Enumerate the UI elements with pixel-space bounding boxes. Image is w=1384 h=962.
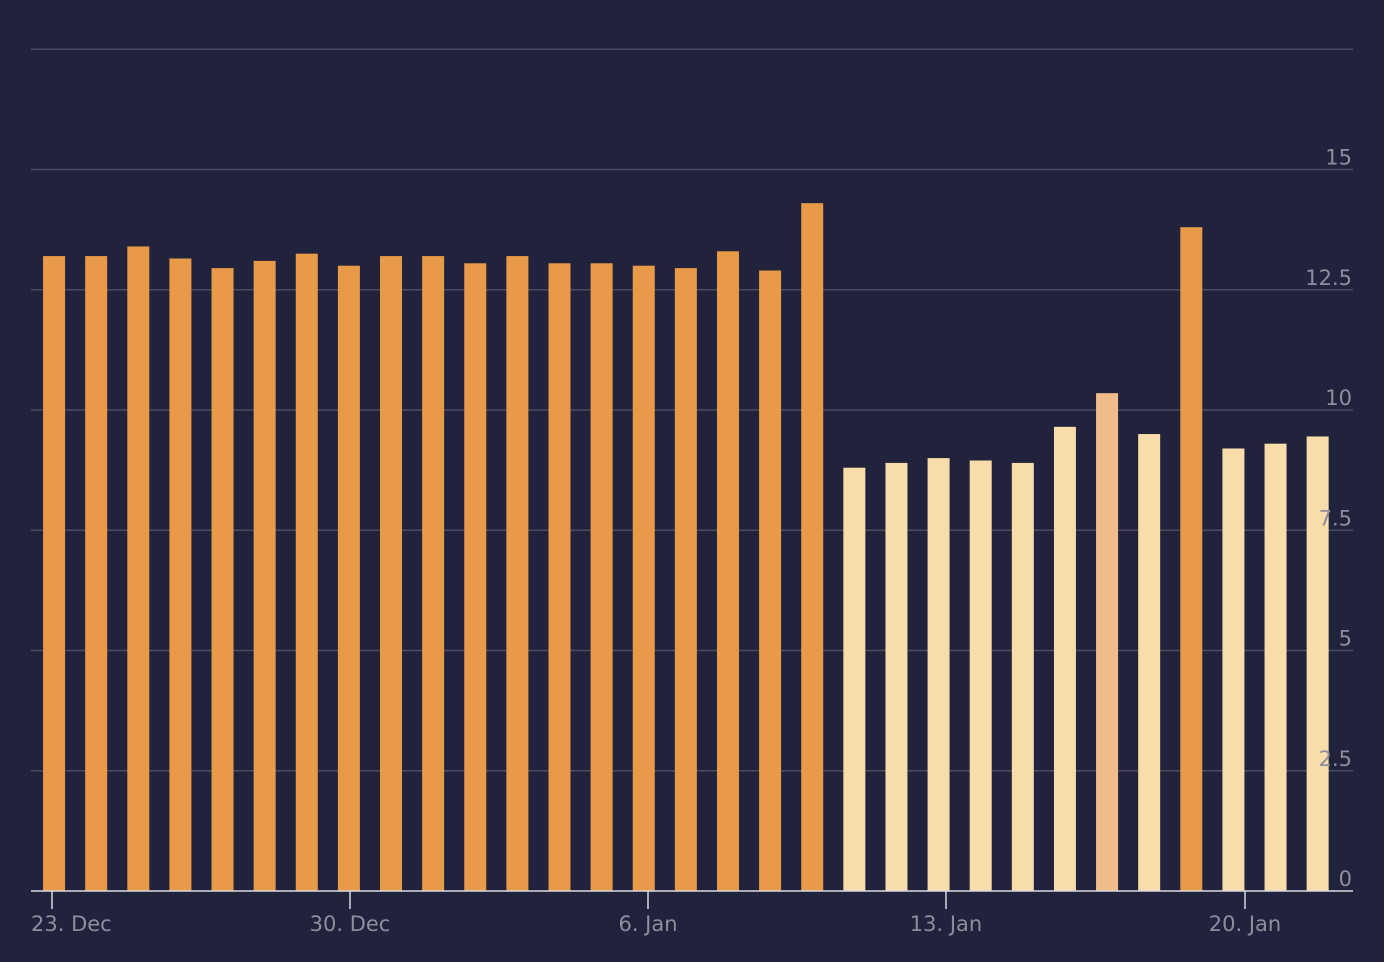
x-axis: 23. Dec 30. Dec 6. Jan 13. Jan 20. Jan [31,890,1353,936]
bar-18-jan[interactable] [1138,434,1161,891]
bar-20-jan[interactable] [1222,448,1245,891]
y-tick-label: 7.5 [1319,506,1352,530]
y-tick-label: 2.5 [1319,747,1352,771]
bar-29-dec[interactable] [295,253,318,892]
x-tick-label: 6. Jan [618,912,677,936]
bar-8-jan[interactable] [716,251,739,891]
bar-31-dec[interactable] [380,256,403,892]
y-tick-label: 12.5 [1305,266,1352,290]
bar-5-jan[interactable] [590,263,613,891]
x-tick-label: 23. Dec [31,912,112,936]
bar-13-jan[interactable] [927,458,950,891]
x-tick-label: 30. Dec [310,912,391,936]
x-tick-label: 20. Jan [1209,912,1281,936]
bar-26-dec[interactable] [169,258,192,891]
bars [43,203,1329,892]
bar-19-jan[interactable] [1180,227,1203,892]
bar-11-jan[interactable] [843,467,866,891]
bar-7-jan[interactable] [674,268,697,891]
y-tick-label: 15 [1325,146,1352,170]
bar-23-dec[interactable] [43,256,66,892]
bar-25-dec[interactable] [127,246,150,891]
y-tick-label: 10 [1325,386,1352,410]
bar-28-dec[interactable] [253,260,276,891]
bar-17-jan[interactable] [1096,393,1119,891]
bar-12-jan[interactable] [885,462,908,891]
y-tick-label: 5 [1339,627,1352,651]
bar-27-dec[interactable] [211,268,234,891]
bar-21-jan[interactable] [1264,443,1287,891]
bar-10-jan[interactable] [801,203,824,892]
bar-14-jan[interactable] [969,460,992,892]
bar-24-dec[interactable] [85,256,108,892]
bar-30-dec[interactable] [337,265,360,891]
x-tick-label: 13. Jan [910,912,982,936]
bar-1-jan[interactable] [422,256,445,892]
bar-9-jan[interactable] [759,270,782,891]
bar-16-jan[interactable] [1053,426,1076,891]
bar-4-jan[interactable] [548,263,571,891]
bar-15-jan[interactable] [1011,462,1034,891]
bar-22-jan[interactable] [1306,436,1329,891]
bar-6-jan[interactable] [632,265,655,891]
bar-3-jan[interactable] [506,256,529,892]
y-axis-labels: 0 2.5 5 7.5 10 12.5 15 [1305,146,1352,892]
y-tick-label: 0 [1339,867,1352,891]
bar-2-jan[interactable] [464,263,487,891]
